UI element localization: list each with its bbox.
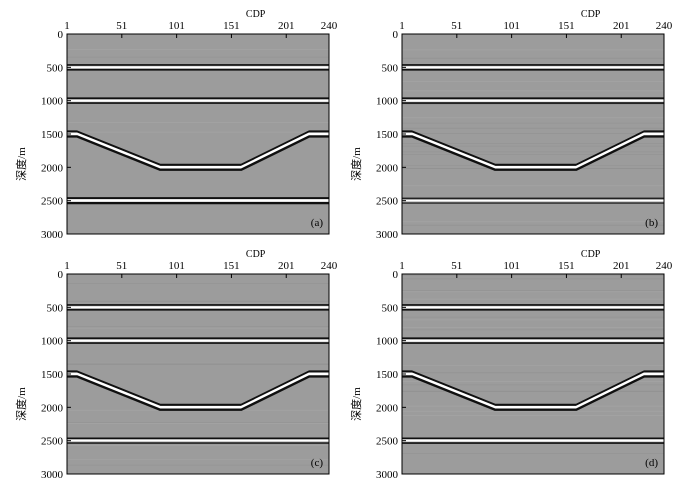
trough-reflector bbox=[67, 372, 329, 409]
x-axis-title: CDP bbox=[581, 9, 601, 20]
y-tick-label: 500 bbox=[382, 302, 399, 314]
y-tick-label: 3000 bbox=[376, 469, 399, 481]
y-tick-label: 1500 bbox=[376, 369, 399, 381]
x-tick-label: 201 bbox=[613, 20, 630, 32]
x-tick-label: 201 bbox=[613, 260, 630, 272]
x-tick-label: 151 bbox=[223, 260, 240, 272]
y-tick-label: 2000 bbox=[41, 402, 64, 414]
y-tick-label: 0 bbox=[58, 269, 64, 281]
x-tick-label: 240 bbox=[656, 20, 673, 32]
x-tick-label: 151 bbox=[223, 20, 240, 32]
panel-b: 1 51 101 151 201 240CDP0500100015002000250030… bbox=[349, 9, 673, 241]
x-tick-label: 51 bbox=[451, 260, 462, 272]
trough-reflector bbox=[67, 135, 329, 171]
y-tick-label: 500 bbox=[382, 62, 399, 74]
y-tick-label: 3000 bbox=[376, 229, 399, 241]
y-tick-label: 2500 bbox=[376, 436, 399, 448]
trough-reflector bbox=[402, 375, 664, 411]
panel-c: 1 51 101 151 201 240CDP0500100015002000250030… bbox=[14, 249, 338, 481]
x-tick-label: 201 bbox=[278, 260, 295, 272]
panel-label: (c) bbox=[311, 457, 324, 469]
x-tick-label: 101 bbox=[503, 260, 520, 272]
panel-background bbox=[67, 274, 329, 474]
y-tick-label: 1000 bbox=[376, 336, 399, 348]
y-tick-label: 3000 bbox=[41, 469, 64, 481]
y-tick-label: 1000 bbox=[41, 96, 64, 108]
y-tick-label: 1500 bbox=[41, 369, 64, 381]
panel-label: (d) bbox=[645, 457, 658, 469]
trough-reflector bbox=[402, 372, 664, 409]
y-tick-label: 0 bbox=[393, 29, 399, 41]
y-tick-label: 2500 bbox=[376, 196, 399, 208]
panel-a: 1 51 101 151 201 240CDP0500100015002000250030… bbox=[14, 9, 338, 241]
x-tick-label: 240 bbox=[321, 260, 338, 272]
panel-label: (a) bbox=[311, 217, 324, 229]
x-tick-label: 1 bbox=[64, 20, 70, 32]
x-axis-title: CDP bbox=[246, 249, 266, 260]
trough-reflector bbox=[67, 130, 329, 167]
y-axis-title: 深度/m bbox=[14, 147, 28, 181]
x-tick-label: 101 bbox=[168, 260, 185, 272]
x-tick-label: 151 bbox=[558, 20, 575, 32]
x-tick-label: 51 bbox=[116, 20, 127, 32]
y-tick-label: 0 bbox=[393, 269, 399, 281]
y-tick-label: 2500 bbox=[41, 196, 64, 208]
y-tick-label: 2000 bbox=[376, 162, 399, 174]
x-tick-label: 101 bbox=[168, 20, 185, 32]
trough-reflector bbox=[402, 132, 664, 169]
y-tick-label: 0 bbox=[58, 29, 64, 41]
x-axis-title: CDP bbox=[246, 9, 266, 20]
y-tick-label: 1500 bbox=[41, 129, 64, 141]
x-tick-label: 1 bbox=[64, 260, 70, 272]
y-tick-label: 500 bbox=[47, 62, 64, 74]
y-axis-title: 深度/m bbox=[14, 387, 28, 421]
panel-label: (b) bbox=[645, 217, 658, 229]
x-tick-label: 240 bbox=[656, 260, 673, 272]
y-tick-label: 1000 bbox=[376, 96, 399, 108]
y-tick-label: 2000 bbox=[376, 402, 399, 414]
x-tick-label: 51 bbox=[451, 20, 462, 32]
y-tick-label: 1500 bbox=[376, 129, 399, 141]
panel-d: 1 51 101 151 201 240CDP0500100015002000250030… bbox=[349, 249, 673, 481]
y-axis-title: 深度/m bbox=[349, 387, 363, 421]
x-tick-label: 51 bbox=[116, 260, 127, 272]
x-tick-label: 1 bbox=[399, 260, 405, 272]
y-tick-label: 2000 bbox=[41, 162, 64, 174]
y-tick-label: 3000 bbox=[41, 229, 64, 241]
x-tick-label: 240 bbox=[321, 20, 338, 32]
y-tick-label: 1000 bbox=[41, 336, 64, 348]
x-tick-label: 151 bbox=[558, 260, 575, 272]
x-tick-label: 1 bbox=[399, 20, 405, 32]
x-tick-label: 101 bbox=[503, 20, 520, 32]
y-tick-label: 500 bbox=[47, 302, 64, 314]
y-tick-label: 2500 bbox=[41, 436, 64, 448]
trough-reflector bbox=[67, 132, 329, 169]
trough-reflector bbox=[402, 130, 664, 167]
x-axis-title: CDP bbox=[581, 249, 601, 260]
x-tick-label: 201 bbox=[278, 20, 295, 32]
trough-reflector bbox=[402, 135, 664, 171]
y-axis-title: 深度/m bbox=[349, 147, 363, 181]
trough-reflector bbox=[67, 370, 329, 407]
trough-reflector bbox=[402, 370, 664, 407]
panel-background bbox=[402, 274, 664, 474]
trough-reflector bbox=[67, 375, 329, 411]
